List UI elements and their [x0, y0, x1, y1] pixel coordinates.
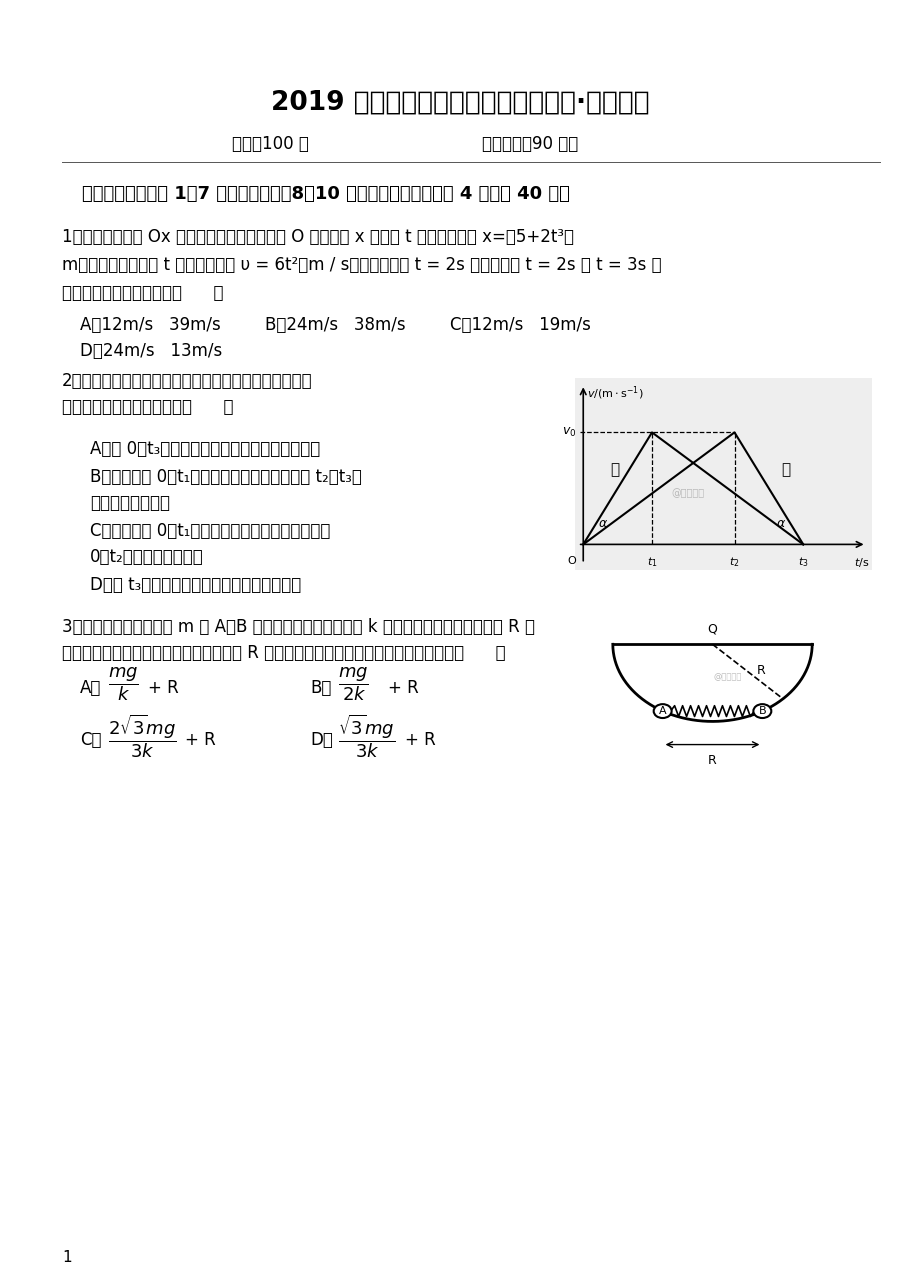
Text: + R: + R	[388, 679, 418, 697]
Text: D．在 t₃时刻，甲、乙两质点都回到了出发点: D．在 t₃时刻，甲、乙两质点都回到了出发点	[90, 576, 301, 594]
Text: $\dfrac{mg}{k}$: $\dfrac{mg}{k}$	[108, 665, 139, 703]
Text: @正确教育: @正确教育	[671, 488, 704, 498]
Text: C．: C．	[80, 731, 101, 749]
Text: $v/(\rm{m \cdot s^{-1}})$: $v/(\rm{m \cdot s^{-1}})$	[586, 385, 643, 403]
Text: B．: B．	[310, 679, 331, 697]
Text: R: R	[755, 664, 765, 678]
Text: A: A	[658, 706, 665, 716]
Circle shape	[753, 705, 770, 719]
Text: $\dfrac{mg}{2k}$: $\dfrac{mg}{2k}$	[337, 665, 369, 703]
Text: D．: D．	[310, 731, 333, 749]
Text: $t_3$: $t_3$	[797, 555, 808, 569]
Text: 1: 1	[62, 1250, 72, 1265]
Text: Q: Q	[707, 622, 717, 634]
Text: A．在 0～t₃时间内甲、乙两质点的平均速度相等: A．在 0～t₃时间内甲、乙两质点的平均速度相等	[90, 440, 320, 457]
Text: 象，则下列说法中正确的是（      ）: 象，则下列说法中正确的是（ ）	[62, 397, 233, 417]
Text: + R: + R	[148, 679, 178, 697]
Text: 光滑半球形碗中，弹簧水平，两球间距为 R 且球半径远小于碗的半径．则弹簧的原长为（      ）: 光滑半球形碗中，弹簧水平，两球间距为 R 且球半径远小于碗的半径．则弹簧的原长为…	[62, 643, 505, 662]
Text: C．12m/s   19m/s: C．12m/s 19m/s	[449, 316, 590, 334]
Text: 一、选择题（其中 1～7 小题为单选题，8～10 小题为多选题，每小题 4 分，共 40 分）: 一、选择题（其中 1～7 小题为单选题，8～10 小题为多选题，每小题 4 分，…	[82, 185, 569, 203]
Text: D．24m/s   13m/s: D．24m/s 13m/s	[80, 341, 222, 361]
Text: $t_2$: $t_2$	[729, 555, 739, 569]
Text: B．甲质点在 0～t₁时间内的加速度与乙质点在 t₂～t₃时: B．甲质点在 0～t₁时间内的加速度与乙质点在 t₂～t₃时	[90, 468, 361, 485]
Text: 3．如图所示，质量均为 m 的 A、B 两球，由一根劲度系数为 k 的轻弹簧连接静止于半径为 R 的: 3．如图所示，质量均为 m 的 A、B 两球，由一根劲度系数为 k 的轻弹簧连接…	[62, 618, 535, 636]
Text: A．: A．	[80, 679, 101, 697]
Text: 1．一质点沿直线 Ox 方向做变速运动，它离开 O 点的距离 x 随时间 t 变化的关系为 x=（5+2t³）: 1．一质点沿直线 Ox 方向做变速运动，它离开 O 点的距离 x 随时间 t 变…	[62, 228, 573, 246]
Text: B: B	[757, 706, 766, 716]
Text: 甲: 甲	[610, 462, 619, 476]
Text: O: O	[567, 555, 575, 566]
Text: $\alpha$: $\alpha$	[597, 517, 607, 530]
Text: B．24m/s   38m/s: B．24m/s 38m/s	[265, 316, 405, 334]
Text: $t$/s: $t$/s	[853, 555, 868, 568]
Text: 的平均速度的大小分别为（      ）: 的平均速度的大小分别为（ ）	[62, 284, 223, 302]
Text: m，它的速度随时间 t 变化的关系为 υ = 6t²（m / s），该质点在 t = 2s 时的速度和 t = 2s 到 t = 3s 间: m，它的速度随时间 t 变化的关系为 υ = 6t²（m / s），该质点在 t…	[62, 256, 661, 274]
Text: $\dfrac{\sqrt{3}mg}{3k}$: $\dfrac{\sqrt{3}mg}{3k}$	[337, 712, 395, 759]
Text: $v_0$: $v_0$	[562, 426, 575, 440]
Text: $\alpha$: $\alpha$	[775, 517, 785, 530]
Text: $\dfrac{2\sqrt{3}mg}{3k}$: $\dfrac{2\sqrt{3}mg}{3k}$	[108, 712, 176, 759]
Text: 2019 届第一学期第二次月考高三年级·物理试卷: 2019 届第一学期第二次月考高三年级·物理试卷	[270, 90, 649, 116]
Text: 0～t₂时间内的平均速度: 0～t₂时间内的平均速度	[90, 548, 203, 566]
Text: 间内的加速度相同: 间内的加速度相同	[90, 494, 170, 512]
Text: + R: + R	[404, 731, 436, 749]
Text: @正确教育: @正确教育	[712, 671, 741, 682]
Text: C．甲质点在 0～t₁时间内的平均速度小于乙质点在: C．甲质点在 0～t₁时间内的平均速度小于乙质点在	[90, 522, 330, 540]
Text: + R: + R	[185, 731, 216, 749]
Text: A．12m/s   39m/s: A．12m/s 39m/s	[80, 316, 221, 334]
Text: 考试时间：90 分钟: 考试时间：90 分钟	[482, 135, 577, 153]
Text: $t_1$: $t_1$	[646, 555, 656, 569]
Text: 乙: 乙	[780, 462, 789, 476]
Text: 2．如图所示为甲、乙两质点做直线运动的速度一时间图: 2．如图所示为甲、乙两质点做直线运动的速度一时间图	[62, 372, 312, 390]
Text: R: R	[708, 754, 716, 767]
Text: 满分：100 分: 满分：100 分	[232, 135, 308, 153]
Circle shape	[653, 705, 671, 719]
